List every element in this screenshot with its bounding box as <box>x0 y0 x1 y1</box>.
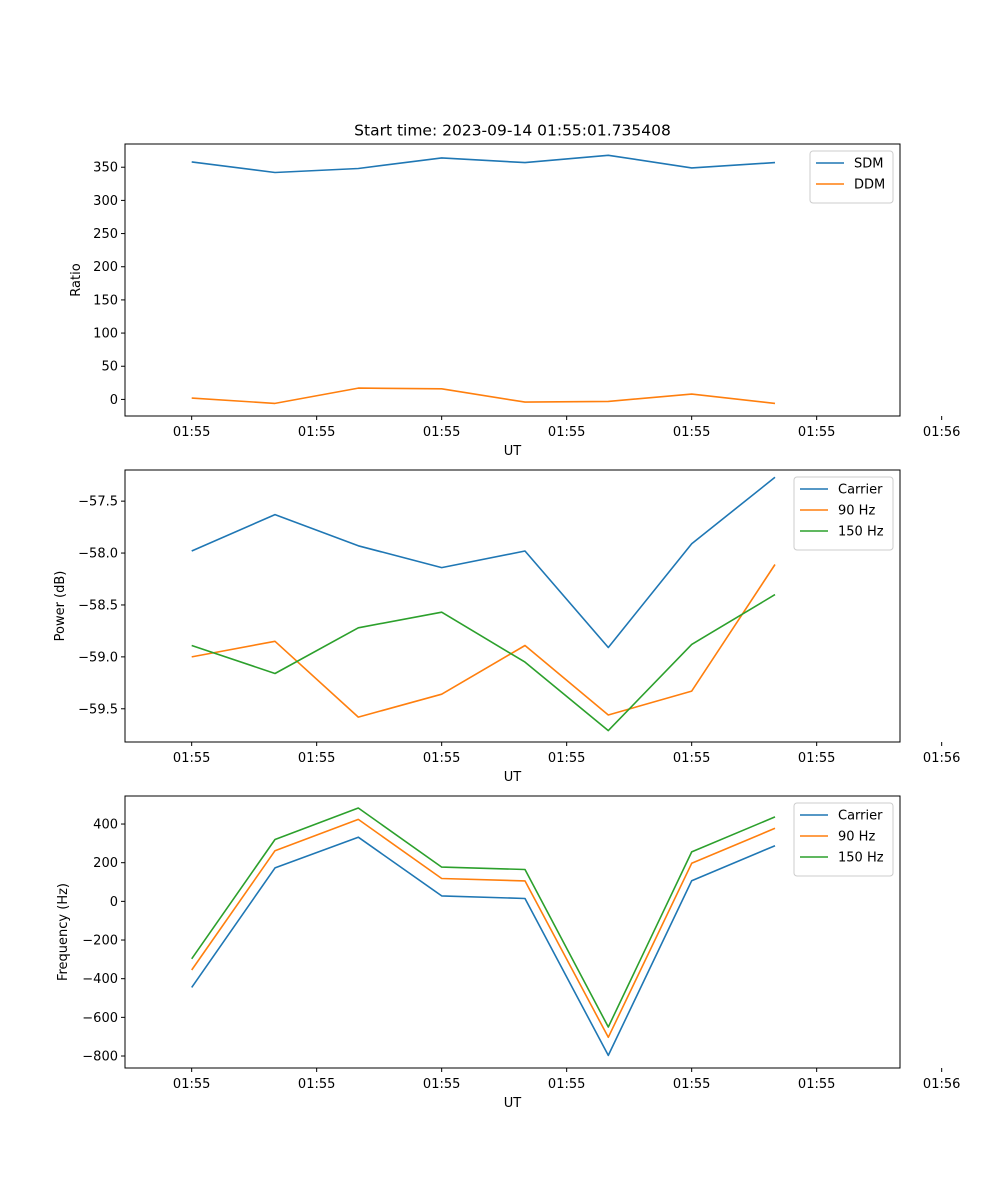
legend-label: 150 Hz <box>838 525 884 540</box>
series-line-90-hz <box>191 564 776 718</box>
x-tick-label: 01:55 <box>673 425 710 440</box>
y-tick-label: 100 <box>93 327 118 342</box>
subplots: 0 50 100 150 200 250 300 350 01:55 01:55 01:55 01:5… <box>53 143 960 1111</box>
x-tick-label: 01:55 <box>798 751 835 766</box>
x-tick-label: 01:55 <box>548 751 585 766</box>
y-tick-label: −400 <box>82 972 118 987</box>
series-line-carrier <box>191 836 776 1057</box>
x-tick-label: 01:55 <box>548 1077 585 1092</box>
subplot-ratio: 0 50 100 150 200 250 300 350 01:55 01:55 01:55 01:5… <box>69 143 960 459</box>
y-tick-label: −57.5 <box>78 495 118 510</box>
y-tick-label: 50 <box>101 360 118 375</box>
y-axis-label: Frequency (Hz) <box>56 883 71 981</box>
x-tick-label: 01:56 <box>923 751 960 766</box>
x-tick-label: 01:55 <box>798 425 835 440</box>
axes-frame <box>124 469 901 743</box>
legend: Carrier 90 Hz 150 Hz <box>793 476 894 551</box>
legend-label: DDM <box>854 178 885 193</box>
subplot-power: −59.5 −59.0 −58.5 −58.0 −57.5 01:55 01:55 01:55… <box>53 469 960 785</box>
x-axis-label: UT <box>504 1096 522 1111</box>
x-tick-label: 01:55 <box>673 1077 710 1092</box>
legend-label: Carrier <box>838 483 883 498</box>
y-tick-label: −58.5 <box>78 598 118 613</box>
axes-frame <box>124 143 901 417</box>
series-line-sdm <box>191 154 776 174</box>
y-tick-label: −59.5 <box>78 702 118 717</box>
x-tick-label: 01:55 <box>798 1077 835 1092</box>
x-tick-label: 01:55 <box>423 751 460 766</box>
y-tick-label: −58.0 <box>78 547 118 562</box>
y-tick-label: 400 <box>93 818 118 833</box>
x-tick-label: 01:55 <box>298 425 335 440</box>
legend-label: 150 Hz <box>838 851 884 866</box>
y-tick-label: 350 <box>93 161 118 176</box>
x-tick-label: 01:55 <box>173 425 210 440</box>
x-tick-label: 01:55 <box>173 1077 210 1092</box>
axes-frame <box>124 795 901 1069</box>
y-tick-label: 250 <box>93 227 118 242</box>
legend-label: SDM <box>854 157 883 172</box>
legend-label: Carrier <box>838 809 883 824</box>
y-tick-label: −59.0 <box>78 650 118 665</box>
x-axis-label: UT <box>504 444 522 459</box>
y-tick-label: 200 <box>93 260 118 275</box>
x-tick-label: 01:55 <box>173 751 210 766</box>
y-axis-label: Ratio <box>69 263 84 296</box>
legend: SDM DDM <box>809 150 894 204</box>
x-tick-label: 01:56 <box>923 1077 960 1092</box>
y-tick-label: −200 <box>82 934 118 949</box>
legend-box <box>809 150 894 204</box>
y-tick-label: −800 <box>82 1050 118 1065</box>
y-tick-label: 200 <box>93 856 118 871</box>
y-tick-label: 150 <box>93 293 118 308</box>
subplot-frequency: −800 −600 −400 −200 0 200 400 01:55 01:55 01:55 01… <box>56 795 960 1111</box>
series-line-90-hz <box>191 818 776 1039</box>
x-tick-label: 01:55 <box>298 1077 335 1092</box>
x-tick-label: 01:55 <box>298 751 335 766</box>
series-line-150-hz <box>191 807 776 1028</box>
series-line-150-hz <box>191 593 776 732</box>
x-tick-label: 01:55 <box>423 1077 460 1092</box>
y-tick-label: −600 <box>82 1011 118 1026</box>
x-tick-label: 01:55 <box>673 751 710 766</box>
legend: Carrier 90 Hz 150 Hz <box>793 802 894 877</box>
legend-label: 90 Hz <box>838 830 875 845</box>
y-axis-label: Power (dB) <box>53 571 68 642</box>
y-tick-label: 0 <box>110 895 118 910</box>
y-tick-label: 0 <box>110 393 118 408</box>
y-tick-label: 300 <box>93 194 118 209</box>
figure-title: Start time: 2023-09-14 01:55:01.735408 <box>354 122 671 140</box>
x-tick-label: 01:55 <box>423 425 460 440</box>
series-line-carrier <box>191 476 776 649</box>
x-tick-label: 01:55 <box>548 425 585 440</box>
x-tick-label: 01:56 <box>923 425 960 440</box>
legend-label: 90 Hz <box>838 504 875 519</box>
series-line-ddm <box>191 387 776 405</box>
x-axis-label: UT <box>504 770 522 785</box>
